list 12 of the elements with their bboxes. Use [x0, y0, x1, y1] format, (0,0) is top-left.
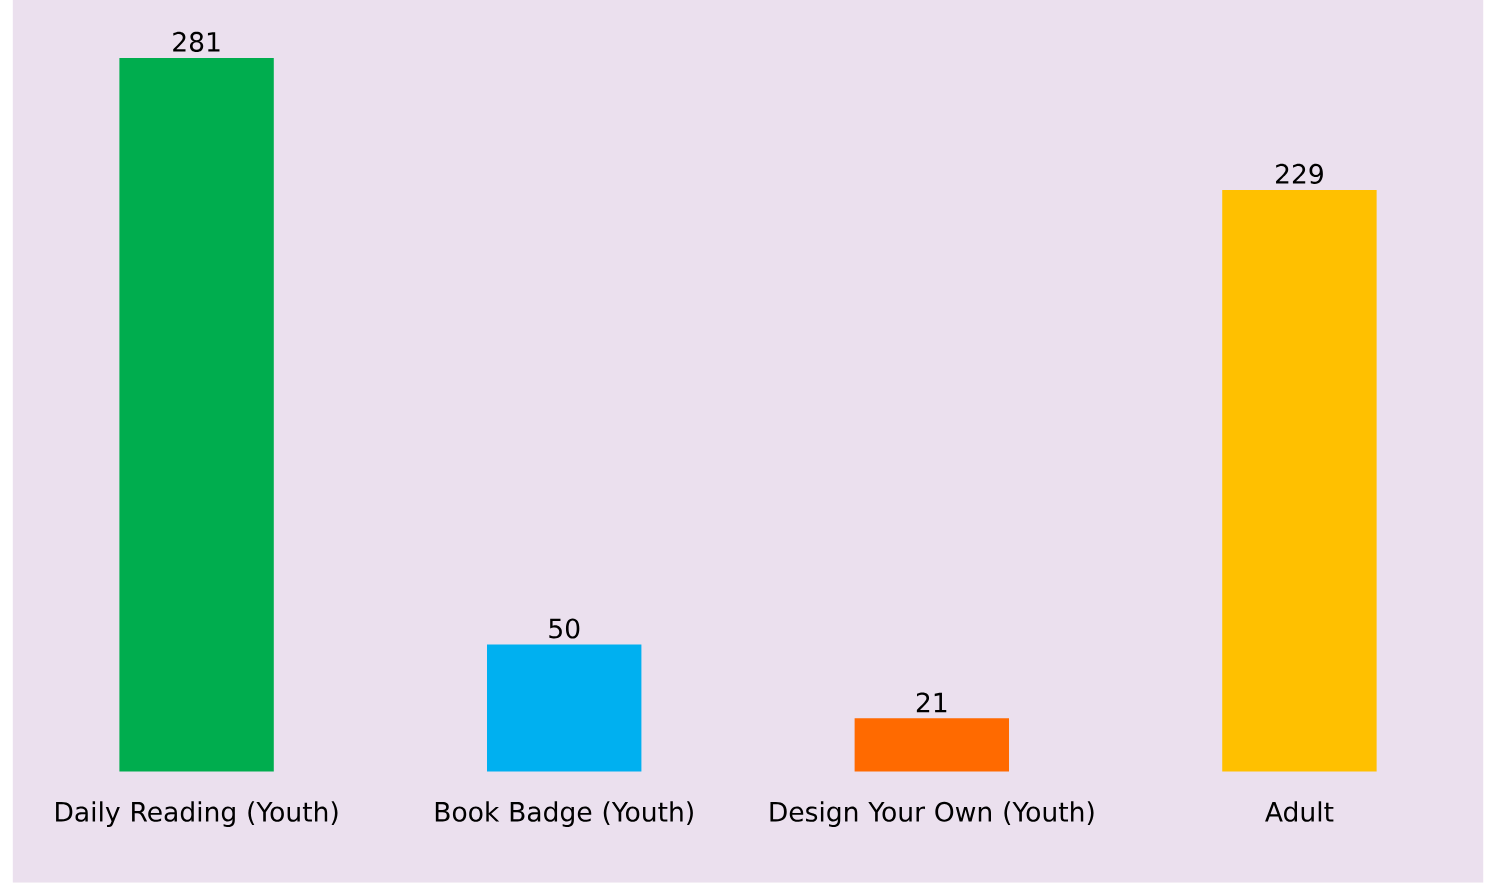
data-label: 50: [549, 618, 580, 639]
data-label: 229: [1276, 164, 1323, 185]
x-tick-label: Design Your Own (Youth): [770, 801, 1094, 828]
data-label: 21: [916, 692, 947, 713]
data-label: 281: [173, 31, 220, 53]
x-tick-label: Book Badge (Youth): [435, 801, 693, 828]
bar: [487, 644, 642, 772]
bar: [1222, 190, 1377, 772]
x-tick-label: Daily Reading (Youth): [56, 801, 338, 828]
x-tick-label: Adult: [1265, 801, 1334, 822]
bar: [854, 718, 1010, 772]
bar: [119, 58, 274, 772]
